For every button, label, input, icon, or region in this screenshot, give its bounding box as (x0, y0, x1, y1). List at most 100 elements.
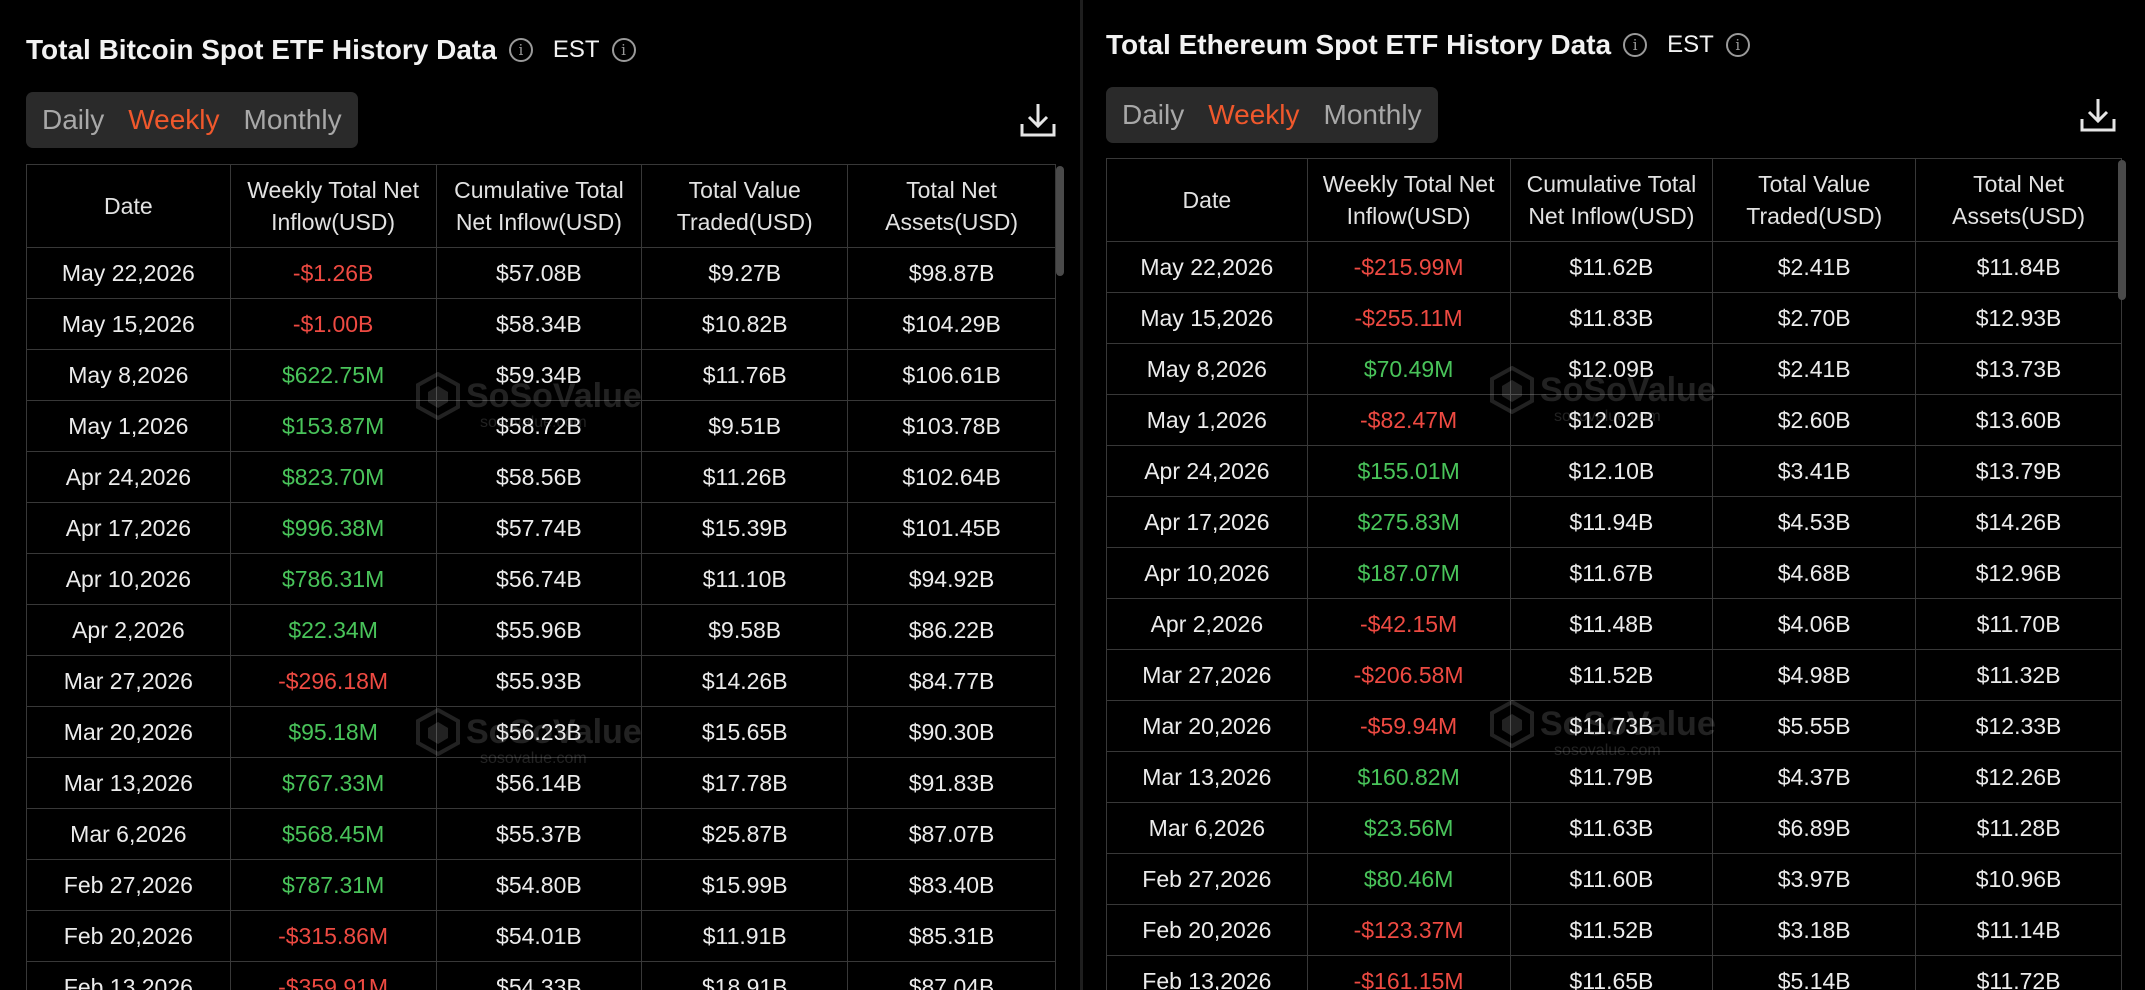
date-cell: Apr 2,2026 (1106, 598, 1308, 650)
eth-panel: Total Ethereum Spot ETF History Data i E… (1106, 0, 2126, 990)
date-cell: Mar 27,2026 (26, 655, 231, 707)
column-header: Weekly Total Net Inflow(USD) (1306, 158, 1511, 242)
tab-daily[interactable]: Daily (1122, 99, 1185, 130)
net-inflow-cell: -$206.58M (1306, 649, 1511, 701)
tab-weekly[interactable]: Weekly (1208, 99, 1300, 130)
net-inflow-cell: -$59.94M (1306, 700, 1511, 752)
net-inflow-cell: $153.87M (229, 400, 437, 452)
value-cell: $58.72B (435, 400, 643, 452)
date-cell: Apr 24,2026 (26, 451, 231, 503)
value-cell: $59.34B (435, 349, 643, 401)
eth-period-selector: Daily Weekly Monthly (1106, 87, 1438, 143)
value-cell: $84.77B (847, 655, 1056, 707)
table-row: Mar 27,2026 -$206.58M $11.52B $4.98B $11.32B (1106, 649, 2122, 701)
date-cell: May 22,2026 (26, 247, 231, 299)
value-cell: $15.39B (641, 502, 849, 554)
eth-panel-title: Total Ethereum Spot ETF History Data (1106, 29, 1612, 60)
eth-table-scrollbar[interactable] (2118, 160, 2126, 300)
date-cell: Feb 13,2026 (26, 961, 231, 990)
value-cell: $11.65B (1509, 955, 1714, 990)
table-row: Apr 24,2026 $155.01M $12.10B $3.41B $13.79B (1106, 445, 2122, 497)
value-cell: $13.73B (1915, 343, 2122, 395)
net-inflow-cell: -$255.11M (1306, 292, 1511, 344)
value-cell: $11.79B (1509, 751, 1714, 803)
value-cell: $4.68B (1712, 547, 1917, 599)
info-icon[interactable]: i (508, 38, 533, 62)
net-inflow-cell: -$1.00B (229, 298, 437, 350)
timezone-info-icon[interactable]: i (1725, 33, 1750, 57)
value-cell: $10.82B (641, 298, 849, 350)
download-icon[interactable] (2078, 95, 2118, 135)
date-cell: May 1,2026 (26, 400, 231, 452)
net-inflow-cell: $568.45M (229, 808, 437, 860)
value-cell: $6.89B (1712, 802, 1917, 854)
date-cell: Feb 13,2026 (1106, 955, 1308, 990)
date-cell: Apr 10,2026 (1106, 547, 1308, 599)
btc-panel-title: Total Bitcoin Spot ETF History Data (26, 34, 497, 65)
net-inflow-cell: $80.46M (1306, 853, 1511, 905)
value-cell: $11.73B (1509, 700, 1714, 752)
value-cell: $17.78B (641, 757, 849, 809)
table-row: Mar 20,2026 $95.18M $56.23B $15.65B $90.30B (26, 706, 1056, 758)
table-row: Apr 10,2026 $786.31M $56.74B $11.10B $94.92B (26, 553, 1056, 605)
tab-monthly[interactable]: Monthly (243, 104, 342, 135)
value-cell: $11.67B (1509, 547, 1714, 599)
btc-toolbar: Daily Weekly Monthly (26, 92, 1066, 150)
date-cell: May 15,2026 (1106, 292, 1308, 344)
table-header-row: Date Weekly Total Net Inflow(USD) Cumulati… (26, 164, 1056, 248)
column-header: Total Value Traded(USD) (1712, 158, 1917, 242)
value-cell: $11.63B (1509, 802, 1714, 854)
value-cell: $57.08B (435, 247, 643, 299)
net-inflow-cell: -$315.86M (229, 910, 437, 962)
value-cell: $58.34B (435, 298, 643, 350)
table-row: Mar 6,2026 $568.45M $55.37B $25.87B $87.07B (26, 808, 1056, 860)
table-row: May 1,2026 -$82.47M $12.02B $2.60B $13.60B (1106, 394, 2122, 446)
value-cell: $56.14B (435, 757, 643, 809)
column-header: Total Net Assets(USD) (1915, 158, 2122, 242)
value-cell: $15.99B (641, 859, 849, 911)
value-cell: $5.14B (1712, 955, 1917, 990)
date-cell: Mar 13,2026 (26, 757, 231, 809)
value-cell: $14.26B (641, 655, 849, 707)
net-inflow-cell: $275.83M (1306, 496, 1511, 548)
value-cell: $83.40B (847, 859, 1056, 911)
date-cell: Apr 17,2026 (26, 502, 231, 554)
date-cell: Apr 17,2026 (1106, 496, 1308, 548)
date-cell: Mar 6,2026 (1106, 802, 1308, 854)
date-cell: May 8,2026 (26, 349, 231, 401)
panel-divider (1080, 0, 1083, 990)
value-cell: $56.23B (435, 706, 643, 758)
date-cell: Feb 20,2026 (26, 910, 231, 962)
value-cell: $3.41B (1712, 445, 1917, 497)
value-cell: $9.58B (641, 604, 849, 656)
date-cell: May 22,2026 (1106, 241, 1308, 293)
value-cell: $55.96B (435, 604, 643, 656)
value-cell: $4.37B (1712, 751, 1917, 803)
tab-daily[interactable]: Daily (42, 104, 105, 135)
net-inflow-cell: -$161.15M (1306, 955, 1511, 990)
value-cell: $11.28B (1915, 802, 2122, 854)
value-cell: $57.74B (435, 502, 643, 554)
net-inflow-cell: $70.49M (1306, 343, 1511, 395)
timezone-info-icon[interactable]: i (611, 38, 636, 62)
tab-weekly[interactable]: Weekly (128, 104, 220, 135)
column-header: Date (26, 164, 231, 248)
eth-toolbar: Daily Weekly Monthly (1106, 87, 2126, 145)
table-row: May 8,2026 $70.49M $12.09B $2.41B $13.73B (1106, 343, 2122, 395)
btc-table-scrollbar[interactable] (1056, 166, 1064, 276)
value-cell: $103.78B (847, 400, 1056, 452)
date-cell: Mar 27,2026 (1106, 649, 1308, 701)
info-icon[interactable]: i (1623, 33, 1648, 57)
download-icon[interactable] (1018, 100, 1058, 140)
value-cell: $11.62B (1509, 241, 1714, 293)
value-cell: $11.84B (1915, 241, 2122, 293)
date-cell: Mar 20,2026 (26, 706, 231, 758)
date-cell: Mar 20,2026 (1106, 700, 1308, 752)
value-cell: $56.74B (435, 553, 643, 605)
value-cell: $12.26B (1915, 751, 2122, 803)
value-cell: $12.10B (1509, 445, 1714, 497)
value-cell: $11.83B (1509, 292, 1714, 344)
value-cell: $101.45B (847, 502, 1056, 554)
value-cell: $11.70B (1915, 598, 2122, 650)
tab-monthly[interactable]: Monthly (1323, 99, 1422, 130)
